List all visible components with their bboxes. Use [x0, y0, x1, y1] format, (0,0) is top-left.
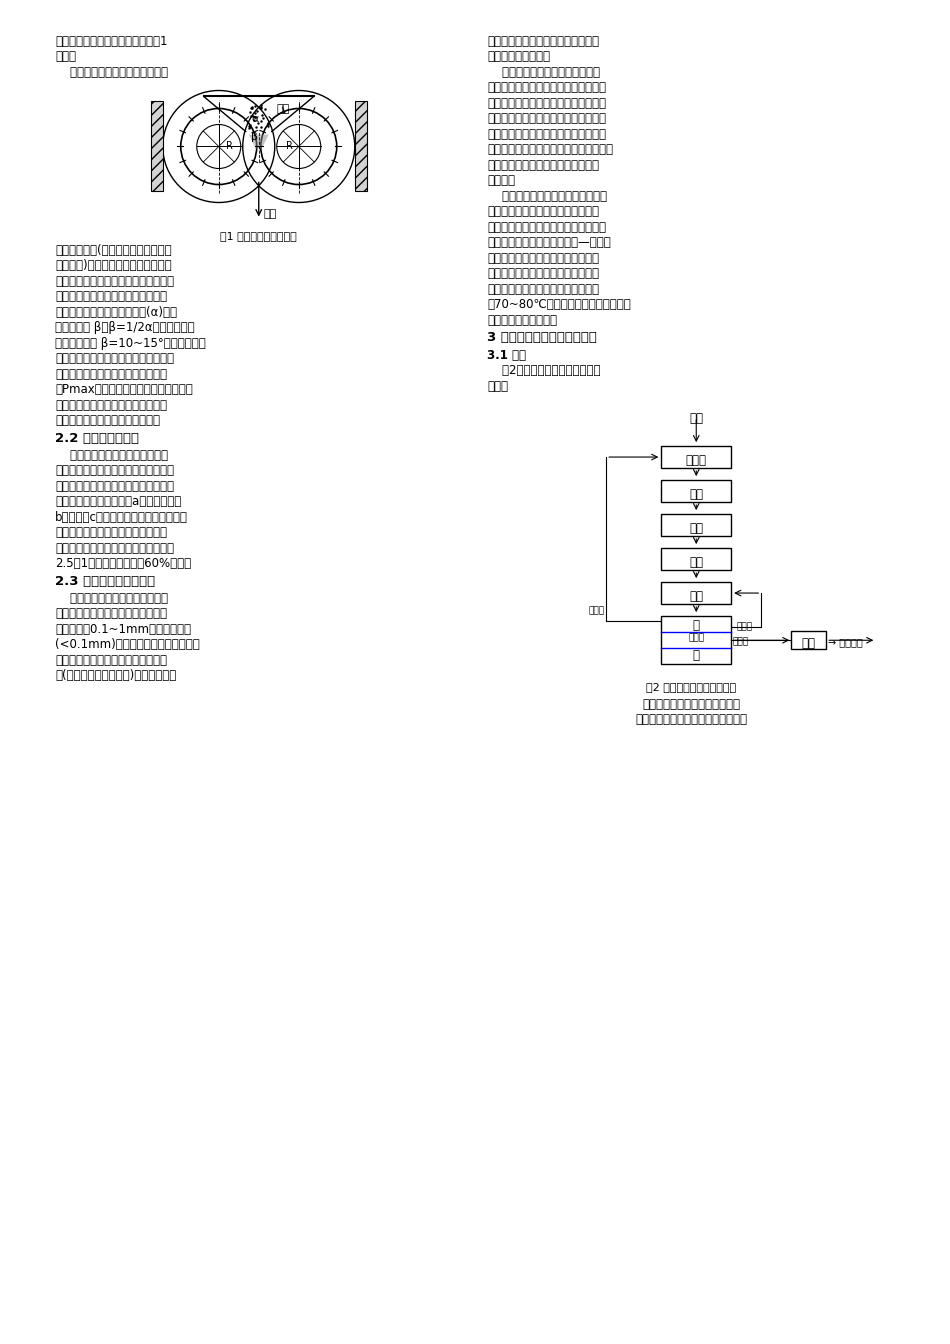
Text: 合格物: 合格物: [732, 637, 749, 646]
Text: 挤压过程中物料的成型机理一般: 挤压过程中物料的成型机理一般: [55, 449, 168, 462]
Text: 压缸加载)，一般辊面上有规则排列的: 压缸加载)，一般辊面上有规则排列的: [55, 259, 172, 273]
Text: R: R: [226, 141, 233, 152]
Text: 排，并排出颗粒间的空气，从而减小物: 排，并排出颗粒间的空气，从而减小物: [55, 480, 174, 493]
Text: 响(造成挤压机振动加剧)；过大的物料: 响(造成挤压机振动加剧)；过大的物料: [55, 669, 177, 683]
Text: 定、一辊浮动(浮动辊即加压辊，由液: 定、一辊浮动(浮动辊即加压辊，由液: [55, 243, 172, 257]
Text: 分: 分: [693, 649, 700, 663]
Text: 地加入两辊之间，到达加压角(α)内即: 地加入两辊之间，到达加压角(α)内即: [55, 306, 177, 319]
Polygon shape: [249, 134, 269, 148]
Text: 好的效果，可配加适量的粘合剂。尿素、: 好的效果，可配加适量的粘合剂。尿素、: [487, 144, 614, 156]
Text: 但过高的温度会带来不利影响，特别: 但过高的温度会带来不利影响，特别: [487, 251, 599, 265]
Text: 经过配比的粉状物料从上方均匀连续: 经过配比的粉状物料从上方均匀连续: [55, 290, 167, 304]
Text: 通循环冷却水来控制。: 通循环冷却水来控制。: [487, 314, 558, 327]
Text: α: α: [251, 113, 258, 124]
Text: 配料仓: 配料仓: [686, 454, 707, 468]
Text: 形状、大小一致的凹槽、穴孔或凸起，: 形状、大小一致的凹槽、穴孔或凸起，: [55, 276, 174, 288]
Text: 原料: 原料: [690, 413, 703, 425]
Text: 是含尿素的配料要避免温度过高，否: 是含尿素的配料要避免温度过高，否: [487, 267, 599, 281]
Text: 该系统共由四个部分组成，每部: 该系统共由四个部分组成，每部: [642, 698, 740, 711]
Text: 挤压辊一般呈水平布置，一辊固: 挤压辊一般呈水平布置，一辊固: [55, 66, 168, 79]
Bar: [151, 102, 162, 191]
Text: 径连线成水平位置时，压力达到最大: 径连线成水平位置时，压力达到最大: [55, 368, 167, 380]
Bar: [661, 582, 732, 603]
Text: 3 挤压造粒法的主要工艺流程: 3 挤压造粒法的主要工艺流程: [487, 332, 598, 344]
Text: 进入挤压角 β（β=1/2α），物料被强: 进入挤压角 β（β=1/2α），物料被强: [55, 321, 195, 335]
Text: 图1 挤压造粒原理示意图: 图1 挤压造粒原理示意图: [220, 231, 297, 242]
Bar: [661, 446, 732, 468]
Text: 料间的空隙。其过程为：a、物料的重排: 料间的空隙。其过程为：a、物料的重排: [55, 496, 181, 508]
Text: 3.1 简介: 3.1 简介: [487, 348, 526, 362]
Text: 图2是挤压造粒系统的简明工艺: 图2是挤压造粒系统的简明工艺: [487, 364, 601, 378]
Text: 发生。挤压的结果：物料的压缩比接近: 发生。挤压的结果：物料的压缩比接近: [55, 542, 174, 555]
Text: 破碎: 破碎: [690, 590, 703, 603]
Text: 则会发生粘辊现象。一般温度要控制: 则会发生粘辊现象。一般温度要控制: [487, 284, 599, 296]
Bar: [791, 632, 826, 649]
Text: 2.3 影响挤压效果的因素: 2.3 影响挤压效果的因素: [55, 575, 155, 587]
Text: 原料: 原料: [276, 105, 290, 114]
Bar: [661, 480, 732, 503]
Text: 为了得到较好的挤压效果，进料: 为了得到较好的挤压效果，进料: [55, 591, 168, 605]
Text: 混合: 混合: [690, 521, 703, 535]
Text: 又需消耗更多的压碎能量。所以要很: 又需消耗更多的压碎能量。所以要很: [487, 35, 599, 48]
Text: (<0.1mm)含空气太多，影响成品料片: (<0.1mm)含空气太多，影响成品料片: [55, 638, 200, 652]
Bar: [661, 548, 732, 570]
Text: β: β: [251, 132, 258, 141]
Text: 好的控制进料粒度。: 好的控制进料粒度。: [487, 51, 550, 63]
Bar: [354, 102, 367, 191]
Text: 阶段不一定是顺序进行的，可能穿插: 阶段不一定是顺序进行的，可能穿插: [55, 527, 167, 539]
Text: 所采用的压力。有些物料如氯化钾、磷: 所采用的压力。有些物料如氯化钾、磷: [487, 82, 606, 94]
Text: 筛: 筛: [693, 620, 700, 632]
Text: 筛下物: 筛下物: [588, 606, 604, 616]
Text: 流程图: 流程图: [487, 379, 508, 392]
Text: 2.2 物料的成型机理: 2.2 物料的成型机理: [55, 431, 139, 445]
Text: 连续旋转，物料被挤压，当处于两辊半: 连续旋转，物料被挤压，当处于两辊半: [55, 352, 174, 366]
Text: 包装: 包装: [802, 637, 816, 650]
Text: 筛上物: 筛上物: [736, 622, 752, 632]
Text: 粒子间的摩擦会加剧并产生热量而使: 粒子间的摩擦会加剧并产生热量而使: [487, 206, 599, 219]
Text: 的塑性差，不易挤压成粒。为了达到较: 的塑性差，不易挤压成粒。为了达到较: [487, 128, 606, 141]
Text: 为：物料受到挤压后，其颗粒将进行重: 为：物料受到挤压后，其颗粒将进行重: [55, 465, 174, 477]
Text: 计量: 计量: [690, 488, 703, 501]
Text: 挤压: 挤压: [690, 556, 703, 569]
Text: b、碎裂；c、塑性流动三个阶段。这几个: b、碎裂；c、塑性流动三个阶段。这几个: [55, 511, 188, 524]
Text: 物料温度的影响。在挤压过程中，: 物料温度的影响。在挤压过程中，: [487, 190, 607, 203]
Text: 制喂入，一般 β=10~15°。随着辊子的: 制喂入，一般 β=10~15°。随着辊子的: [55, 337, 206, 349]
Bar: [661, 616, 732, 664]
Text: 型物料在回弹力的作用下脱离与辊面: 型物料在回弹力的作用下脱离与辊面: [55, 399, 167, 411]
Text: 酸二铵及尿素，塑性较好，挤压成粒的: 酸二铵及尿素，塑性较好，挤压成粒的: [487, 97, 606, 110]
Text: 的颗粒肥料。其基本工作原理如图1: 的颗粒肥料。其基本工作原理如图1: [55, 35, 167, 48]
Bar: [661, 513, 732, 536]
Text: 的作用。: 的作用。: [487, 175, 516, 188]
Text: 有利于得到较密实的挤压产物—料片，: 有利于得到较密实的挤压产物—料片，: [487, 237, 611, 250]
Text: 合格物: 合格物: [688, 633, 704, 642]
Text: 物料的温度升高。一般来说，温度升高: 物料的温度升高。一般来说，温度升高: [487, 220, 606, 234]
Text: 氯化钾或少量的水份均能起到粘合剂: 氯化钾或少量的水份均能起到粘合剂: [487, 159, 599, 172]
Text: 图2 挤压造粒简明工艺流程图: 图2 挤压造粒简明工艺流程图: [646, 683, 736, 692]
Text: 在70~80℃之间。这可借助挤压辊内部: 在70~80℃之间。这可借助挤压辊内部: [487, 298, 631, 312]
Text: 物料的硬度或塑性影响挤压过程: 物料的硬度或塑性影响挤压过程: [487, 66, 600, 79]
Text: 围应控制在0.1~1mm。过细的物料: 围应控制在0.1~1mm。过细的物料: [55, 624, 191, 636]
Text: 的贴合，顺利落下进入下一工序。: 的贴合，顺利落下进入下一工序。: [55, 414, 160, 427]
Text: 料片: 料片: [264, 210, 277, 219]
Text: → 颗粒产品: → 颗粒产品: [828, 637, 863, 648]
Text: 2.5：1，气体的去除率在60%以上。: 2.5：1，气体的去除率在60%以上。: [55, 558, 191, 570]
Text: 分都有各自的设备及仪表，分别为：: 分都有各自的设备及仪表，分别为：: [636, 714, 748, 727]
Text: 效果较好。而硫酸钾、硫酸氨、磷矿粉: 效果较好。而硫酸钾、硫酸氨、磷矿粉: [487, 113, 606, 125]
Text: （Pmax），然后压力迅速降低，此时成: （Pmax），然后压力迅速降低，此时成: [55, 383, 193, 396]
Text: R: R: [286, 141, 293, 152]
Text: 所示。: 所示。: [55, 51, 76, 63]
Text: 的粒度应是大小不一的，其合适的范: 的粒度应是大小不一的，其合适的范: [55, 607, 167, 621]
Text: 的密实度，而且会对挤压过程产生影: 的密实度，而且会对挤压过程产生影: [55, 655, 167, 667]
